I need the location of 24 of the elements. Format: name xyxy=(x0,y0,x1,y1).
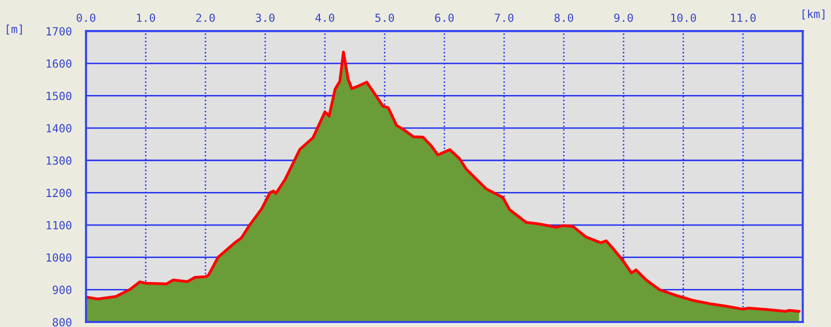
y-tick-label: 1700 xyxy=(46,27,72,36)
x-tick-label: 3.0 xyxy=(256,14,275,22)
y-axis-title: [m] xyxy=(6,24,22,35)
x-tick-label: 11.0 xyxy=(730,14,756,22)
x-tick-label: 2.0 xyxy=(196,14,215,22)
y-tick-label: 1300 xyxy=(46,156,72,165)
y-tick-label: 1100 xyxy=(46,221,72,230)
y-tick-label: 1000 xyxy=(46,253,72,262)
y-tick-label: 900 xyxy=(52,286,72,294)
y-tick-label: 800 xyxy=(52,318,72,326)
x-tick-label: 8.0 xyxy=(554,14,574,22)
x-tick-label: 10.0 xyxy=(671,14,696,22)
x-axis-title: [km] xyxy=(802,10,824,20)
x-tick-label: 0.0 xyxy=(76,14,96,22)
x-tick-label: 9.0 xyxy=(614,14,633,22)
x-tick-label: 5.0 xyxy=(375,14,394,22)
y-tick-label: 1500 xyxy=(46,92,72,100)
x-tick-label: 4.0 xyxy=(315,14,334,22)
x-tick-label: 1.0 xyxy=(137,14,156,22)
x-tick-label: 7.0 xyxy=(494,14,514,22)
y-tick-label: 1600 xyxy=(46,59,72,68)
x-tick-label: 6.0 xyxy=(435,14,454,22)
y-tick-label: 1400 xyxy=(46,124,72,132)
y-tick-label: 1200 xyxy=(46,188,72,198)
